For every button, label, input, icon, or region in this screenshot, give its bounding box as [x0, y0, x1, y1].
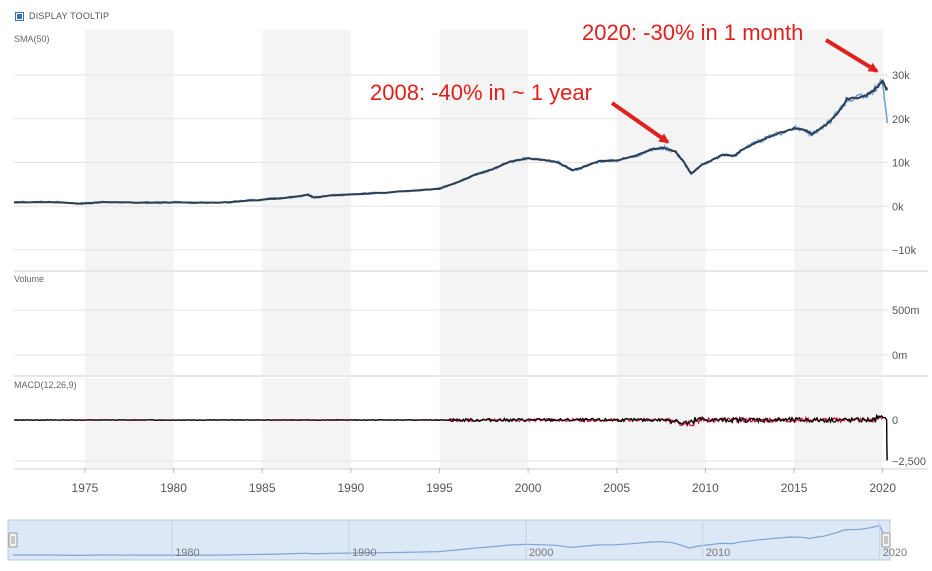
navigator-right-handle[interactable]: [881, 532, 891, 548]
navigator-left-handle[interactable]: [8, 532, 18, 548]
navigator-series-line: [13, 524, 885, 557]
volume-band: [84, 272, 174, 375]
macd-panel-title: MACD(12,26,9): [14, 380, 77, 390]
x-tick-label: 2005: [603, 481, 630, 495]
annotation-text: 2008: -40% in ~ 1 year: [370, 80, 592, 105]
navigator-tick-label: 1990: [352, 547, 376, 559]
display-tooltip-toggle[interactable]: DISPLAY TOOLTIP: [15, 11, 109, 21]
navigator-tick-label: 2000: [529, 547, 553, 559]
tooltip-checkbox[interactable]: [15, 11, 24, 21]
macd-band: [794, 378, 883, 468]
price-band: [439, 30, 529, 270]
navigator-tick-label: 1980: [175, 547, 199, 559]
x-tick-label: 1985: [249, 481, 276, 495]
volume-band: [794, 272, 883, 375]
x-tick-label: 1995: [426, 481, 453, 495]
volume-panel-title: Volume: [14, 274, 44, 284]
checkbox-mark: [17, 13, 22, 19]
x-tick-label: 1990: [337, 481, 364, 495]
macd-band: [84, 378, 174, 468]
annotation-text: 2020: -30% in 1 month: [582, 20, 803, 45]
price-band: [262, 30, 351, 270]
volume-y-tick-label: 500m: [892, 305, 920, 317]
macd-y-tick-label: −2,500: [892, 456, 926, 468]
macd-y-tick-label: 0: [892, 415, 898, 427]
macd-band: [616, 378, 706, 468]
navigator-tick-label: 2020: [883, 547, 907, 559]
volume-band: [262, 272, 351, 375]
annotation-arrow: [824, 38, 879, 73]
price-y-tick-label: 30k: [892, 70, 910, 82]
x-tick-label: 2015: [781, 481, 808, 495]
macd-band: [439, 378, 529, 468]
annotation-arrow: [610, 101, 670, 144]
volume-band: [439, 272, 529, 375]
x-tick-label: 2000: [515, 481, 542, 495]
navigator-range[interactable]: [7, 519, 891, 561]
navigator-tick-label: 2010: [706, 547, 730, 559]
x-tick-label: 1980: [160, 481, 187, 495]
macd-band: [262, 378, 351, 468]
price-band: [84, 30, 174, 270]
price-y-tick-label: 20k: [892, 114, 910, 126]
x-tick-label: 1975: [72, 481, 99, 495]
display-tooltip-label: DISPLAY TOOLTIP: [29, 11, 110, 21]
volume-band: [616, 272, 706, 375]
x-tick-label: 2010: [692, 481, 719, 495]
sma-series-line: [13, 78, 889, 205]
price-panel-title: SMA(50): [14, 34, 50, 44]
volume-y-tick-label: 0m: [892, 350, 907, 362]
price-y-tick-label: 10k: [892, 158, 910, 170]
price-y-tick-label: −10k: [892, 245, 917, 257]
price-y-tick-label: 0k: [892, 201, 904, 213]
macd-signal-line: [13, 413, 888, 461]
x-tick-label: 2020: [869, 481, 896, 495]
